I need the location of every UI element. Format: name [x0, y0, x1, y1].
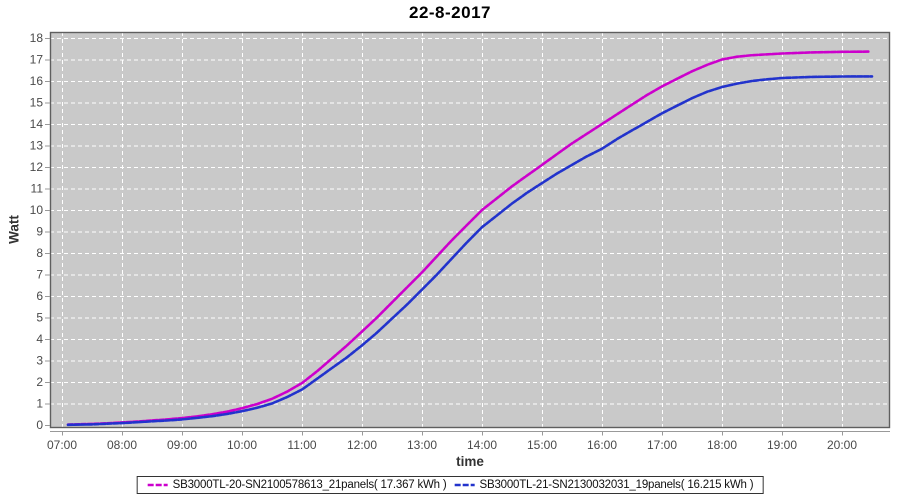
- x-tick-label: 13:00: [407, 438, 437, 452]
- series1-line-sample-icon: [147, 483, 168, 487]
- x-tick-label: 12:00: [347, 438, 377, 452]
- y-tick-label: 12: [30, 160, 44, 174]
- chart-title: 22-8-2017: [408, 3, 491, 22]
- x-tick-label: 19:00: [767, 438, 797, 452]
- y-tick-label: 1: [36, 397, 43, 411]
- y-tick-label: 7: [36, 268, 43, 282]
- y-tick-label: 17: [30, 53, 44, 67]
- x-tick-label: 20:00: [827, 438, 857, 452]
- legend-entry-series2: SB3000TL-21-SN2130032031_19panels( 16.21…: [454, 479, 754, 491]
- x-tick-label: 09:00: [167, 438, 197, 452]
- y-axis-title: Watt: [6, 215, 22, 244]
- plot-border: [49, 31, 891, 429]
- x-tick-label: 08:00: [107, 438, 137, 452]
- y-tick-label: 11: [31, 182, 44, 196]
- series-line-2: [66, 75, 874, 427]
- x-tick-label: 16:00: [587, 438, 617, 452]
- legend-label-series2: SB3000TL-21-SN2130032031_19panels( 16.21…: [479, 479, 754, 491]
- x-tick-label: 07:00: [47, 438, 77, 452]
- legend-label-series1: SB3000TL-20-SN2100578613_21panels( 17.36…: [172, 479, 447, 491]
- x-tick-label: 11:00: [287, 438, 316, 452]
- y-tick-label: 16: [30, 74, 44, 88]
- x-tick-label: 15:00: [527, 438, 557, 452]
- x-axis-title: time: [456, 454, 484, 469]
- series2-line-sample-icon: [454, 483, 475, 487]
- y-tick-label: 6: [36, 289, 43, 303]
- y-tick-label: 15: [30, 96, 44, 110]
- y-tick-label: 13: [30, 139, 44, 153]
- y-tick-label: 18: [30, 31, 44, 45]
- y-tick-label: 2: [36, 375, 43, 389]
- x-tick-label: 18:00: [707, 438, 737, 452]
- legend-entry-series1: SB3000TL-20-SN2100578613_21panels( 17.36…: [147, 479, 447, 491]
- y-tick-label: 0: [36, 418, 43, 432]
- y-tick-label: 10: [30, 203, 44, 217]
- series-line-1: [66, 50, 871, 426]
- legend: SB3000TL-20-SN2100578613_21panels( 17.36…: [136, 476, 764, 494]
- y-tick-label: 8: [36, 246, 43, 260]
- y-tick-label: 3: [36, 354, 43, 368]
- x-tick-label: 14:00: [467, 438, 497, 452]
- x-tick-label: 17:00: [647, 438, 677, 452]
- y-tick-label: 9: [36, 225, 43, 239]
- x-tick-label: 10:00: [227, 438, 257, 452]
- y-tick-label: 14: [30, 117, 44, 131]
- plot-background: [50, 32, 890, 428]
- y-tick-label: 4: [36, 332, 43, 346]
- y-tick-label: 5: [36, 311, 43, 325]
